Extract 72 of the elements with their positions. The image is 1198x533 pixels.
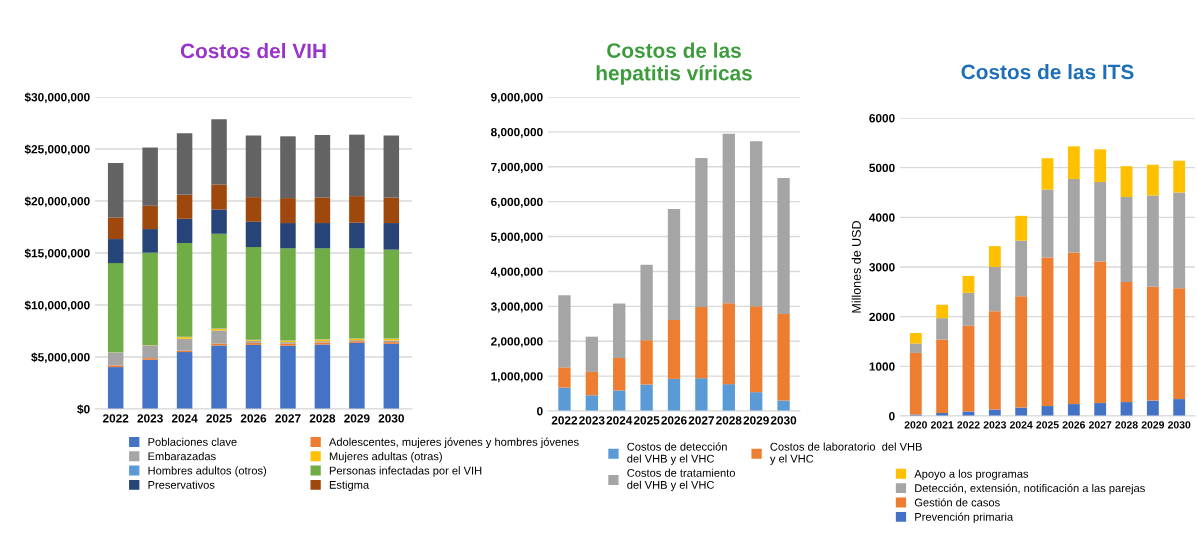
y-tick-label: 2,000,000	[491, 337, 543, 348]
y-tick-label: 5000	[869, 163, 895, 173]
legend-label: Mujeres adultas (otras)	[329, 452, 442, 463]
legend-label: Embarazadas	[148, 452, 216, 461]
legend-label: Costos de laboratorio del VHB y el VHC	[769, 442, 922, 465]
x-tick-label: 2026	[1062, 421, 1086, 429]
y-tick-label: 3000	[869, 263, 895, 272]
x-tick-label: 2024	[1009, 421, 1033, 429]
x-tick-label: 2025	[206, 414, 232, 423]
x-tick-label: 2024	[171, 414, 198, 423]
y-tick-label: 7,000,000	[491, 162, 543, 173]
x-tick-label: 2025	[1036, 421, 1059, 429]
y-tick-label: 8,000,000	[491, 127, 543, 138]
legend-label: Apoyo a los programas	[914, 469, 1029, 480]
x-tick-label: 2022	[551, 416, 578, 425]
y-tick-label: 1,000,000	[491, 372, 543, 383]
x-tick-label: 2030	[770, 416, 797, 425]
chart-title: Costos del VIH	[180, 43, 326, 59]
x-tick-label: 2028	[716, 416, 742, 425]
y-tick-label: $15,000,000	[24, 248, 90, 260]
x-tick-label: 2029	[1141, 421, 1165, 429]
y-axis-title: Millones de USD	[851, 221, 861, 313]
y-tick-label: $5,000,000	[31, 352, 90, 364]
y-tick-label: $25,000,000	[24, 144, 90, 156]
chart-title: Costos de las hepatitis víricas	[596, 42, 752, 85]
x-tick-label: 2029	[344, 414, 370, 423]
x-tick-label: 2027	[688, 416, 715, 425]
y-tick-label: $0	[77, 404, 90, 415]
y-tick-label: 5,000,000	[490, 232, 543, 243]
legend-label: Personas infectadas por el VIH	[329, 466, 482, 477]
y-tick-label: $30,000,000	[24, 92, 90, 104]
y-tick-label: $10,000,000	[24, 300, 90, 312]
legend-label: Costos de detección del VHB y el VHC	[627, 442, 727, 465]
x-tick-label: 2030	[378, 414, 404, 423]
legend-label: Poblaciones clave	[148, 437, 237, 446]
legend-label: Hombres adultos (otros)	[148, 466, 267, 477]
y-tick-label: 9,000,000	[491, 93, 543, 104]
x-tick-label: 2024	[606, 416, 633, 425]
y-tick-label: 0	[889, 412, 895, 421]
y-tick-label: 2000	[869, 312, 895, 322]
x-tick-label: 2023	[579, 416, 605, 425]
y-tick-label: 6000	[869, 114, 895, 123]
x-tick-label: 2023	[137, 414, 163, 423]
legend-label: Preservativos	[148, 480, 215, 489]
y-tick-label: $20,000,000	[24, 196, 90, 208]
y-tick-label: 3,000,000	[490, 302, 543, 313]
x-tick-label: 2026	[661, 416, 687, 425]
x-tick-label: 2021	[930, 421, 954, 429]
x-tick-label: 2023	[983, 421, 1007, 429]
legend-label: Detección, extensión, notificación a las parejas	[915, 483, 1145, 495]
chart-title: Costos de las ITS	[961, 64, 1134, 80]
x-tick-label: 2026	[240, 414, 267, 423]
y-tick-label: 1000	[869, 362, 895, 371]
legend-label: Gestión de casos	[914, 498, 1000, 507]
x-tick-label: 2027	[275, 414, 301, 423]
y-tick-label: 4,000,000	[490, 267, 543, 278]
legend-label: Estigma	[329, 480, 370, 492]
x-tick-label: 2022	[102, 414, 129, 423]
x-tick-label: 2027	[1088, 421, 1112, 429]
y-tick-label: 4000	[869, 213, 895, 222]
legend-label: Adolescentes, mujeres jóvenes y hombres jóvenes	[328, 437, 579, 449]
x-tick-label: 2025	[633, 416, 660, 425]
x-tick-label: 2022	[957, 421, 980, 429]
x-tick-label: 2029	[743, 416, 769, 425]
legend-label: Prevención primaria	[915, 512, 1014, 523]
x-tick-label: 2028	[309, 414, 336, 423]
x-tick-label: 2020	[904, 421, 927, 429]
x-tick-label: 2030	[1167, 421, 1191, 429]
legend-label: Costos de tratamiento del VHB y el VHC	[627, 468, 736, 492]
y-tick-label: 6,000,000	[491, 197, 543, 208]
x-tick-label: 2028	[1115, 421, 1138, 429]
y-tick-label: 0	[537, 407, 543, 416]
